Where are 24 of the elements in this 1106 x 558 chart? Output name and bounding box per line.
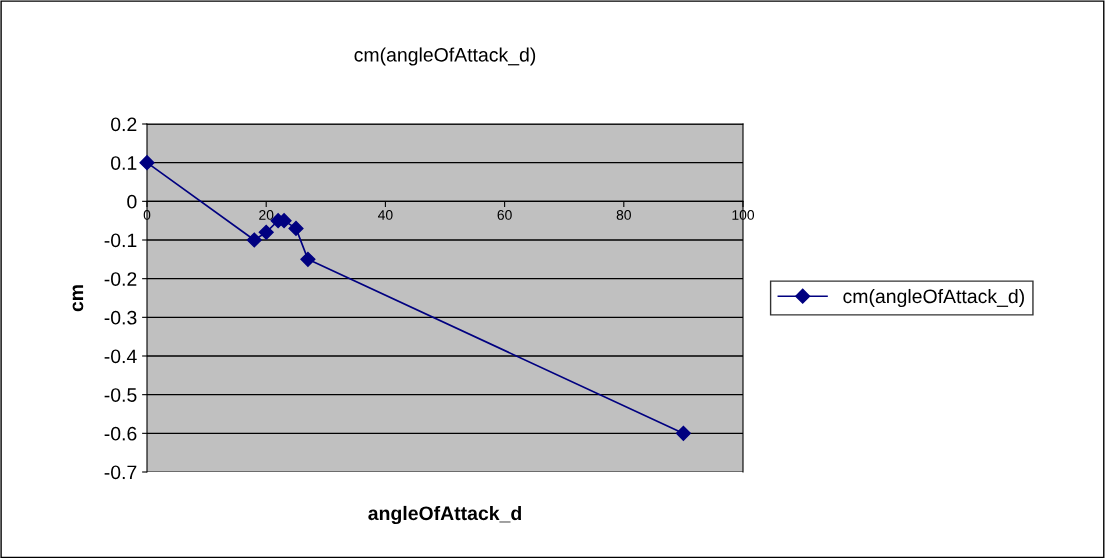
x-tick-label: 60 — [497, 210, 512, 220]
y-tick-label: 0 — [127, 194, 137, 209]
y-tick-label: 0.2 — [111, 117, 137, 132]
x-tick-label: 40 — [378, 210, 393, 220]
chart-title: cm(angleOfAttack_d) — [354, 47, 536, 66]
point — [139, 155, 155, 171]
y-tick-label: -0.6 — [104, 426, 137, 441]
y-tick-label: 0.1 — [111, 156, 137, 170]
y-tick-label: -0.7 — [104, 465, 137, 480]
x-axis-title: angleOfAttack_d — [368, 505, 521, 525]
point — [675, 425, 691, 441]
legend-label: cm(angleOfAttack_d) — [843, 288, 1024, 308]
y-axis-title: cm — [72, 285, 84, 312]
y-tick-label: -0.2 — [104, 272, 137, 286]
point — [300, 251, 316, 267]
y-tick-label: -0.3 — [104, 310, 137, 325]
point — [258, 224, 274, 240]
y-tick-label: -0.1 — [104, 233, 137, 248]
y-tick-label: -0.5 — [104, 388, 137, 402]
point — [246, 232, 262, 248]
point — [288, 220, 304, 236]
y-tick-label: -0.4 — [104, 349, 137, 364]
x-tick-label: 20 — [259, 210, 274, 220]
x-tick-label: 80 — [616, 210, 631, 220]
